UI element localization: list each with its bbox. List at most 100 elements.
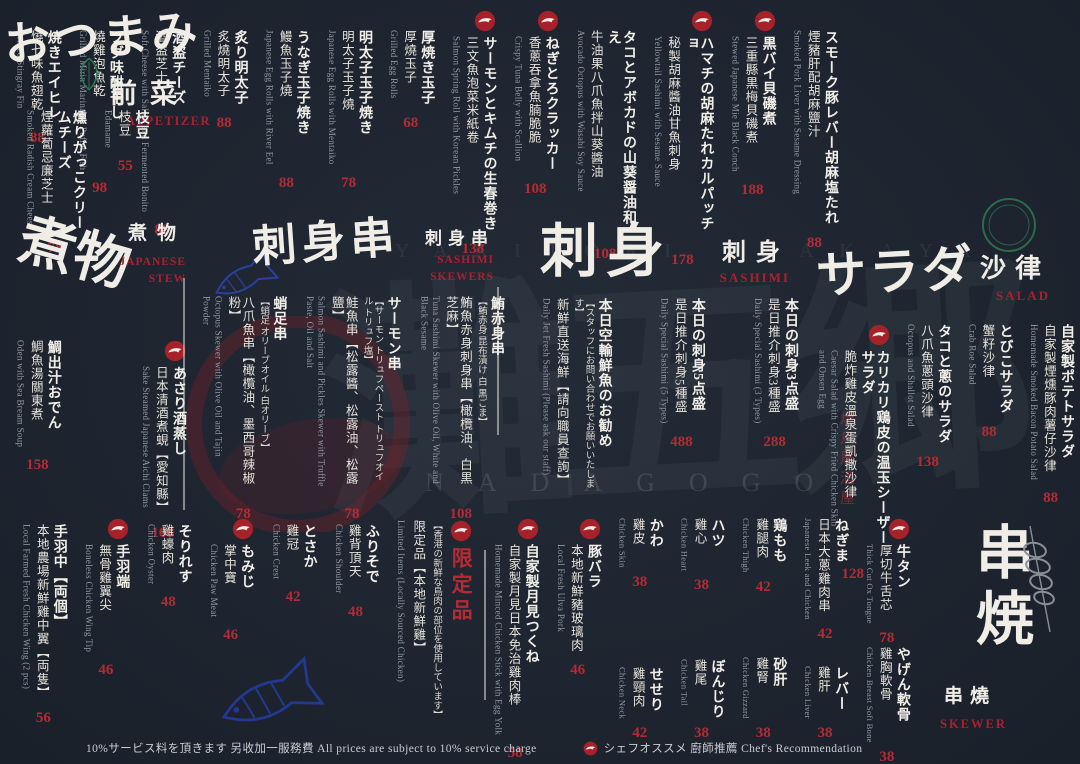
item-names: 鮪赤身串【鮪赤身 昆布漬け 白 黒ごま】鮪魚赤身刺身串【橄欖油、白黒芝麻】Tun…: [418, 296, 504, 496]
item-names: 自家製ポテトサラダ 自家製煙燻豚肉薯仔沙律 Homemade Smoked Baco…: [1027, 324, 1074, 480]
item-names: あさり酒蒸し 日本清酒煮蜆【愛知縣】 Sake Steamed Japanese A…: [139, 366, 186, 515]
item-price: 56: [35, 709, 51, 726]
item-price: 38: [879, 748, 895, 764]
item-name-cn: 雞肝: [816, 666, 830, 694]
chef-recommendation-icon: [868, 324, 890, 346]
item-name-en: Chicken Liver: [803, 666, 813, 719]
menu-item: 炙り明太子 炙燒明太子 Grilled Mentaiko 88: [201, 30, 247, 132]
item-names: 本日空輸鮮魚のお勧め 【スタッフにお問い合わせでお願いいたします】 新鮮直送海鮮【請…: [540, 298, 612, 488]
item-price: 42: [285, 589, 301, 606]
menu-item: ねぎとろクラッカー 香蔥吞拿魚腩脆脆 Crispy Tuna Belly with …: [512, 10, 559, 198]
divider: [183, 278, 185, 510]
item-name-en: Chicken Breast Soft Bone: [864, 646, 875, 743]
chef-recommendation-legend: シェフオススメ 廚師推薦 Chef's Recommendation: [603, 743, 863, 755]
watermark-tagline: YAKITORI IZAKAYA: [395, 240, 998, 262]
menu-item: 本日の刺身5点盛 是日推介刺身5種盛 Daily Special Sashimi (…: [658, 298, 705, 451]
item-name-jp: ねぎとろクラッカー: [543, 36, 559, 171]
item-names: 本日の刺身5点盛 是日推介刺身5種盛 Daily Special Sashimi (…: [658, 298, 705, 424]
skewer-pair-column: 牛タン 厚切牛舌芯 Thick Cut Ox Tongue 78 やげん軟骨 雞胸軟骨 Ch…: [864, 518, 910, 764]
item-names: 枝豆 枝豆 Edamame: [102, 110, 149, 148]
item-names: 明太子玉子焼き 明太子玉子燒 Japanese Egg Rolls with Men…: [325, 30, 372, 165]
item-names: 手羽端 無骨雞翼尖 Boneless Chicken Wing Tip: [82, 544, 129, 652]
item-names: 鯛出汁おでん 鯛魚湯關東煮 Oden with Sea Bream Soup: [14, 340, 61, 447]
menu-item: サーモンとキムチの生春巻き 三文魚泡菜米紙卷 Salmon Spring Roll …: [450, 10, 496, 258]
item-name-jp: スモーク豚レバー胡麻塩たれ: [822, 30, 838, 225]
item-names: 牛タン 厚切牛舌芯 Thick Cut Ox Tongue: [864, 544, 910, 624]
menu-item: 明太子玉子焼き 明太子玉子燒 Japanese Egg Rolls with Men…: [325, 30, 372, 192]
item-names: ねぎとろクラッカー 香蔥吞拿魚腩脆脆 Crispy Tuna Belly with …: [512, 36, 559, 171]
item-name-en: Boneless Chicken Wing Tip: [84, 544, 95, 653]
menu-item: もみじ 掌中寶 Chicken Paw Meat 46: [207, 518, 254, 644]
item-name-jp: カリカリ鶏皮の温玉シーザーサラダ: [859, 350, 890, 545]
item-name-en: Japanese Egg Rolls with River Eel: [264, 30, 275, 165]
item-name-cn: 雞腿肉: [754, 518, 769, 559]
item-name-en: Chicken Crest: [271, 524, 282, 580]
item-name-en: Japanese Egg Rolls with Mentaiko: [326, 30, 337, 165]
item-names: ふりそで 雞背頂天 Chicken Shoulder: [332, 524, 379, 594]
divider: [497, 287, 499, 435]
item-price: 88: [154, 222, 170, 239]
menu-item: タコと蔥のサラダ 八爪魚蔥頭沙律 Octopus and Shallot Salad…: [904, 324, 951, 471]
salad-title-label: 沙律: [979, 254, 1050, 283]
skewer-title-calligraphy: 串焼: [967, 522, 1032, 654]
item-name-en: Smoked Radish Cream Cheese: [25, 110, 36, 230]
chef-recommendation-icon: [691, 10, 713, 32]
item-name-cn: 新鮮直送海鮮【請向職員查詢】: [554, 298, 569, 487]
chef-recommendation-icon: [164, 340, 186, 362]
item-names: 手羽中【両個】 本地農場新鮮雞中翼【両隻】 Local Farmed Fresh C…: [20, 524, 67, 700]
skewer-pair-column: ハツ 雞心 Chicken Heart 38 ぼんじり 雞尾 Chicken Tail 38: [678, 518, 724, 742]
item-name-jp: サーモン串: [385, 296, 401, 371]
item-name-cn: 雞胸軟骨: [877, 646, 892, 701]
skewer-title-en: SKEWER: [940, 717, 1007, 731]
item-price: 168: [151, 524, 174, 541]
item-names: 鶏もも 雞腿肉 Chicken Thigh: [740, 518, 786, 573]
menu-item: 蛸足串 【蛸足 オリーブオイル 白オリーブ】 八爪魚串【橄欖油、墨西哥辣椒粉】 Oct…: [200, 296, 287, 523]
item-name-cn: 秘製胡麻醬油甘魚刺身: [666, 36, 681, 171]
item-names: そりれす 雞蠔肉 Chicken Oyster: [145, 524, 192, 584]
item-price: 188: [740, 181, 764, 198]
section-skewer: 牛タン 厚切牛舌芯 Thick Cut Ox Tongue 78 やげん軟骨 雞胸軟骨 Ch…: [0, 518, 1080, 764]
item-price: 88: [981, 424, 997, 440]
menu-item: せせり 雞頸肉 Chicken Neck 42: [617, 667, 663, 742]
item-name-jp: もみじ: [239, 544, 255, 589]
skewer-pair-column: 鶏もも 雞腿肉 Chicken Thigh 42 砂肝 雞腎 Chicken Gizzard…: [740, 518, 786, 742]
sashimi-skewers-title-en: SASHIMI SKEWERS: [430, 254, 494, 284]
item-names: 本日の刺身3点盛 是日推介刺身3種盛 Daily Special Sashimi (…: [751, 298, 798, 424]
item-name-jp: 豚バラ: [585, 544, 601, 589]
item-name-jp: 鶏もも: [771, 518, 787, 563]
item-name-en: Daily Special Sashimi (3 Types): [752, 298, 763, 424]
skewer-pair-column: ねぎま 日本大蔥雞肉串 Japanese Leek and Chicken 42 レバー…: [802, 518, 848, 742]
item-names: 燻りがっこクリームチーズ 煙蘿蔔忌廉芝士 Smoked Radish Cream C…: [24, 110, 86, 230]
item-price: 42: [755, 578, 771, 595]
item-name-cn: 厚燒玉子: [402, 30, 417, 84]
menu-item: 豚バラ 本地新鮮豬玻璃肉 Local Fresh Ulva Pork 46: [554, 518, 601, 679]
sashimi-skewers-title-calligraphy: 刺身串: [250, 212, 401, 273]
menu-item: 自家製月見つくね 自家製月見日本免治雞肉棒 Homemade Minced Chic…: [492, 518, 539, 762]
item-name-jp: ぼんじり: [709, 659, 725, 719]
item-name-cn: 香蔥吞拿魚腩脆脆: [526, 36, 541, 144]
item-name-jp: やげん軟骨: [894, 646, 910, 722]
item-name-cn: 燒七味魚翅乾: [28, 30, 43, 111]
menu-item: ぼんじり 雞尾 Chicken Tail 38: [678, 659, 724, 742]
red-seal-watermark: [186, 316, 410, 532]
item-name-jp: せせり: [647, 667, 663, 712]
item-name-jp: 蛸足串: [271, 296, 287, 341]
menu-item: 本日空輸鮮魚のお勧め 【スタッフにお問い合わせでお願いいたします】 新鮮直送海鮮【請…: [540, 298, 612, 488]
item-name-cn: 牛油果八爪魚拌山葵醬油: [588, 30, 603, 179]
item-name-en: Tuna Sashimi Skewer with Olive Oil, Whit…: [419, 296, 441, 484]
item-name-jp: 手羽端: [114, 544, 130, 589]
chef-recommendation-icon: [517, 518, 539, 540]
item-name-jp: あさり酒蒸し: [171, 366, 186, 456]
menu-item: 鮪赤身串【鮪赤身 昆布漬け 白 黒ごま】鮪魚赤身刺身串【橄欖油、白黒芝麻】Tun…: [418, 296, 504, 523]
item-name-en: Caesar Salad with Crispy Fried Chicken S…: [817, 350, 840, 527]
menu-item: 手羽中【両個】 本地農場新鮮雞中翼【両隻】 Local Farmed Fresh C…: [20, 524, 67, 727]
item-name-jp: 焼きエイヒレ: [45, 30, 61, 120]
item-name-jp: 手羽中【両個】: [51, 524, 67, 629]
item-names: カリカリ鶏皮の温玉シーザーサラダ 脆炸雞皮溫泉蛋凱撒沙律 Caesar Salad …: [816, 350, 890, 556]
item-price: 128: [841, 566, 865, 582]
item-name-jp: うなぎ玉子焼き: [294, 30, 310, 135]
menu-item: ハマチの胡麻たれカルパッチョ 秘製胡麻醬油甘魚刺身 Yellowtail Sashi…: [651, 10, 713, 269]
fish-icon: [215, 248, 280, 295]
appetizer-title-en: APPETIZER: [126, 114, 212, 128]
stew-title-en: JAPANESE STEW: [119, 256, 186, 286]
